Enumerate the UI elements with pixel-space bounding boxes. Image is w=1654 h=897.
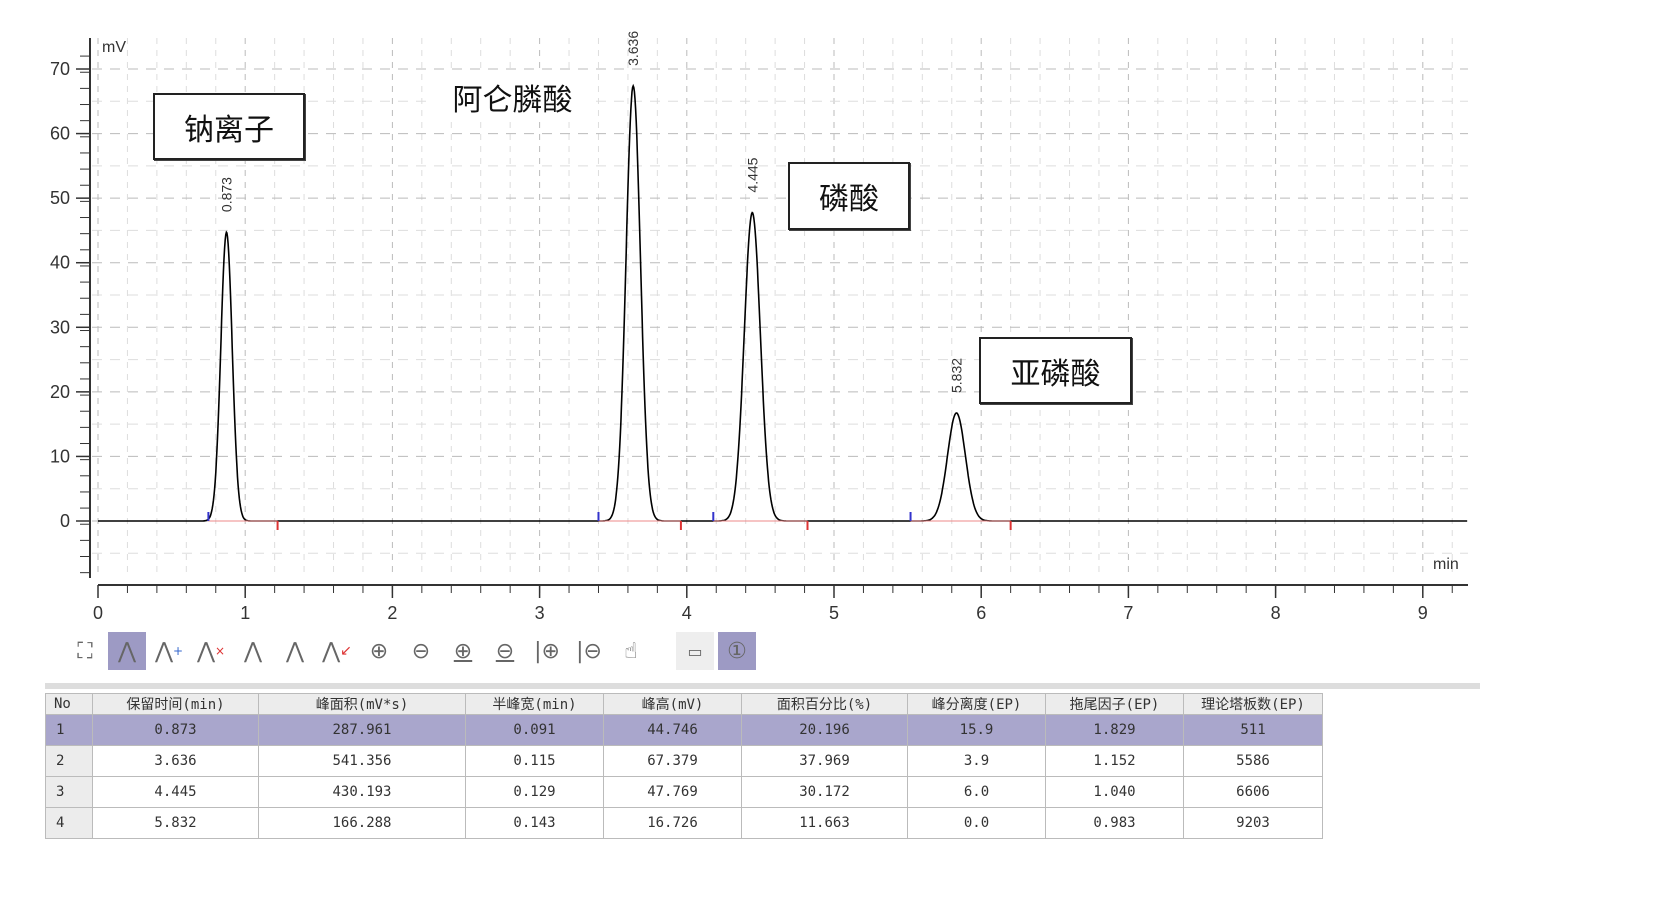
table-cell: 0.091 [465,714,604,746]
column-header[interactable]: 半峰宽(min) [465,693,604,715]
y-tick-label: 20 [50,382,70,402]
info-circle-icon[interactable]: ① [718,632,756,670]
x-tick-label: 4 [682,603,692,623]
column-header[interactable]: 理论塔板数(EP) [1183,693,1323,715]
peak-markers: 0.873 3.636 4.445 5.832 [207,31,1012,530]
y-tick-label: 30 [50,317,70,337]
table-cell: 0.115 [465,745,604,777]
peak-baseline-icon[interactable]: ⋀ [285,638,305,664]
annotation-sodium-ion: 钠离子 [153,93,305,160]
table-cell: 47.769 [603,776,742,808]
x-axis-label: min [1433,556,1459,573]
peak-label: 4.445 [744,157,760,192]
table-cell: 1.152 [1045,745,1184,777]
peak-label: 3.636 [625,31,641,66]
y-tick-label: 50 [50,188,70,208]
table-cell: 1 [45,714,93,746]
y-tick-label: 10 [50,446,70,466]
zoom-in-icon[interactable]: ⊕ [369,638,389,664]
column-header[interactable]: No [45,693,93,715]
table-cell: 44.746 [603,714,742,746]
peak-label: 5.832 [948,358,964,393]
x-tick-label: 1 [240,603,250,623]
split-peak-icon[interactable]: ⋀ ↙ [322,638,352,664]
annotation-phosphorous-acid: 亚磷酸 [979,337,1132,404]
x-tick-label: 0 [93,603,103,623]
table-cell: 0.873 [92,714,259,746]
table-row[interactable]: 3 4.445 430.193 0.129 47.769 30.172 6.0 1.040 66… [45,776,1323,808]
axes: 0 10 20 30 40 50 60 70 0 1 2 3 4 5 6 7 8 9 [50,38,1468,623]
x-tick-label: 3 [535,603,545,623]
peak-label: 0.873 [219,177,235,212]
table-row[interactable]: 1 0.873 287.961 0.091 44.746 20.196 15.9 1.829 5… [45,714,1323,746]
ruler-icon[interactable]: ▭ [676,632,714,670]
table-cell: 11.663 [741,807,908,839]
fit-view-icon[interactable]: ⛶ [77,638,93,664]
x-tick-label: 2 [387,603,397,623]
table-cell: 4 [45,807,93,839]
table-cell: 511 [1183,714,1323,746]
table-cell: 4.445 [92,776,259,808]
x-tick-label: 8 [1271,603,1281,623]
table-cell: 5586 [1183,745,1323,777]
table-cell: 15.9 [907,714,1046,746]
table-cell: 3.9 [907,745,1046,777]
zoom-out-icon[interactable]: ⊖ [411,638,431,664]
y-tick-label: 70 [50,59,70,79]
table-cell: 6606 [1183,776,1323,808]
delete-peak-icon[interactable]: ⋀ × [196,638,226,664]
zoom-out-x-icon[interactable]: |⊖ [576,638,602,664]
y-tick-label: 60 [50,124,70,144]
x-tick-label: 7 [1123,603,1133,623]
table-header: No 保留时间(min) 峰面积(mV*s) 半峰宽(min) 峰高(mV) 面积百分比(… [45,693,1323,715]
column-header[interactable]: 峰分离度(EP) [907,693,1046,715]
column-header[interactable]: 峰面积(mV*s) [258,693,466,715]
add-peak-icon[interactable]: ⋀ + [154,638,184,664]
zoom-in-x-icon[interactable]: |⊕ [534,638,560,664]
table-cell: 0.0 [907,807,1046,839]
table-cell: 430.193 [258,776,466,808]
table-cell: 9203 [1183,807,1323,839]
table-cell: 0.129 [465,776,604,808]
column-header[interactable]: 峰高(mV) [603,693,742,715]
y-tick-label: 0 [60,511,70,531]
table-row[interactable]: 2 3.636 541.356 0.115 67.379 37.969 3.9 1.152 55… [45,745,1323,777]
table-cell: 67.379 [603,745,742,777]
column-header[interactable]: 面积百分比(%) [741,693,908,715]
table-cell: 3 [45,776,93,808]
table-cell: 2 [45,745,93,777]
divider [45,683,1480,689]
table-cell: 1.829 [1045,714,1184,746]
table-cell: 541.356 [258,745,466,777]
table-row[interactable]: 4 5.832 166.288 0.143 16.726 11.663 0.0 0.983 92… [45,807,1323,839]
peak-icon[interactable]: ⋀ [108,632,146,670]
pan-hand-icon[interactable]: ☝ [624,638,638,664]
table-cell: 0.143 [465,807,604,839]
table-cell: 166.288 [258,807,466,839]
zoom-in-y-icon[interactable]: ⊕ [453,638,473,664]
annotation-phosphoric-acid: 磷酸 [788,162,910,230]
y-axis-label: mV [102,39,126,56]
y-tick-label: 40 [50,253,70,273]
column-header[interactable]: 拖尾因子(EP) [1045,693,1184,715]
table-cell: 3.636 [92,745,259,777]
column-header[interactable]: 保留时间(min) [92,693,259,715]
table-cell: 20.196 [741,714,908,746]
table-cell: 1.040 [1045,776,1184,808]
peak-table: No 保留时间(min) 峰面积(mV*s) 半峰宽(min) 峰高(mV) 面积百分比(… [45,693,1323,839]
toolbar: ⛶ ⋀ ⋀ + ⋀ × ⋀ ⋀ ⋀ ↙ ⊕ ⊖ ⊕ ⊖ |⊕ |⊖ ☝ ▭ ① [66,630,756,672]
baseline-icon[interactable]: ⋀ [243,638,263,664]
x-tick-label: 6 [976,603,986,623]
table-cell: 287.961 [258,714,466,746]
table-cell: 0.983 [1045,807,1184,839]
table-cell: 6.0 [907,776,1046,808]
annotation-alendronic-acid: 阿仑膦酸 [430,72,595,122]
x-tick-label: 9 [1418,603,1428,623]
x-tick-label: 5 [829,603,839,623]
table-cell: 30.172 [741,776,908,808]
zoom-out-y-icon[interactable]: ⊖ [495,638,515,664]
table-cell: 16.726 [603,807,742,839]
table-cell: 37.969 [741,745,908,777]
table-cell: 5.832 [92,807,259,839]
